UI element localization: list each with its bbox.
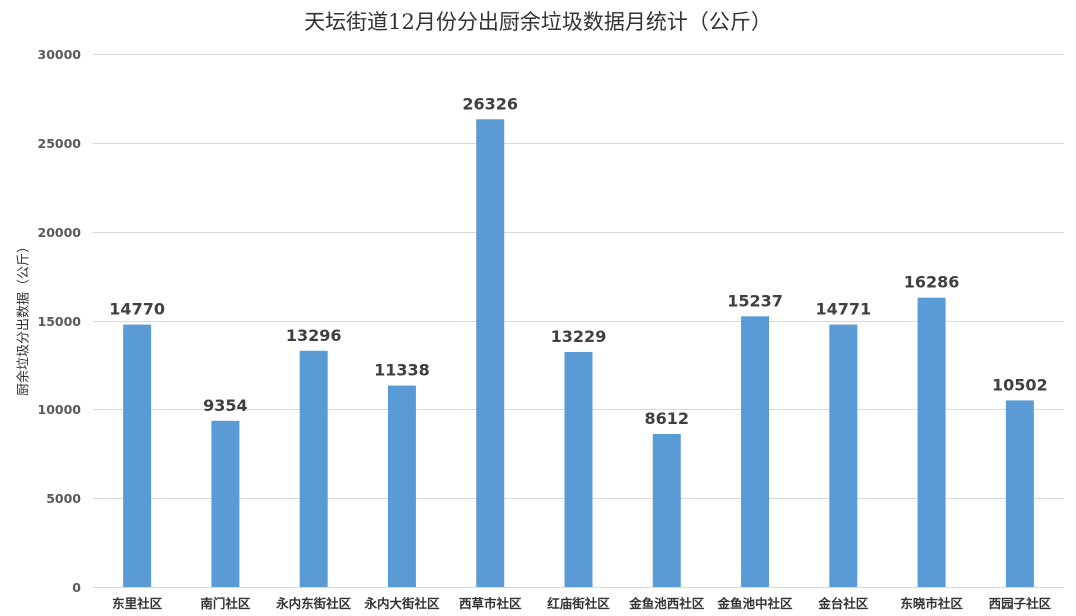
category-label-7: 金鱼池中社区 xyxy=(717,596,794,611)
category-label-6: 金鱼池西社区 xyxy=(628,596,705,611)
data-label-7: 15237 xyxy=(727,291,783,310)
data-label-6: 8612 xyxy=(645,409,690,428)
bar-2 xyxy=(299,350,328,587)
y-tick-label-6: 30000 xyxy=(38,47,82,62)
category-label-10: 西园子社区 xyxy=(989,596,1052,611)
bar-1 xyxy=(211,420,240,587)
data-label-3: 11338 xyxy=(374,361,430,380)
y-tick-label-5: 25000 xyxy=(38,136,82,151)
data-label-9: 16286 xyxy=(904,273,960,292)
bar-6 xyxy=(652,433,681,587)
category-label-8: 金台社区 xyxy=(817,596,869,611)
category-label-3: 永内大街社区 xyxy=(363,596,440,611)
category-label-2: 永内东街社区 xyxy=(275,596,352,611)
bar-5 xyxy=(564,351,593,587)
bar-0 xyxy=(123,324,152,587)
y-tick-label-1: 5000 xyxy=(46,491,81,506)
y-tick-label-2: 10000 xyxy=(38,402,82,417)
data-label-2: 13296 xyxy=(286,326,342,345)
data-label-1: 9354 xyxy=(203,396,248,415)
category-label-1: 南门社区 xyxy=(200,596,251,611)
category-label-9: 东晓市社区 xyxy=(900,596,963,611)
chart-title: 天坛街道12月份分出厨余垃圾数据月统计（公斤） xyxy=(304,10,772,34)
bar-4 xyxy=(476,119,505,588)
category-label-4: 西草市社区 xyxy=(459,596,522,611)
bar-8 xyxy=(829,324,858,587)
y-tick-label-3: 15000 xyxy=(38,314,82,329)
x-axis-categories: 东里社区 南门社区 永内东街社区 永内大街社区 西草市社区 红庙街社区 金鱼池西社区 金鱼池中… xyxy=(112,596,1051,611)
bar-3 xyxy=(387,385,416,587)
data-label-8: 14771 xyxy=(815,300,871,319)
y-tick-label-4: 20000 xyxy=(38,225,82,240)
category-label-0: 东里社区 xyxy=(112,596,163,611)
data-label-4: 26326 xyxy=(462,94,518,113)
bar-7 xyxy=(741,316,770,587)
category-label-5: 红庙街社区 xyxy=(547,596,610,611)
data-label-5: 13229 xyxy=(551,327,607,346)
bar-9 xyxy=(917,297,946,587)
bars xyxy=(123,119,1034,588)
y-tick-label-0: 0 xyxy=(72,580,81,595)
y-axis-ticks: 0 5000 10000 15000 20000 25000 30000 xyxy=(38,47,82,595)
data-label-0: 14770 xyxy=(109,300,165,319)
data-label-10: 10502 xyxy=(992,375,1048,394)
bar-10 xyxy=(1005,400,1034,587)
data-labels: 14770 9354 13296 11338 26326 13229 8612 15237 14… xyxy=(109,94,1047,428)
